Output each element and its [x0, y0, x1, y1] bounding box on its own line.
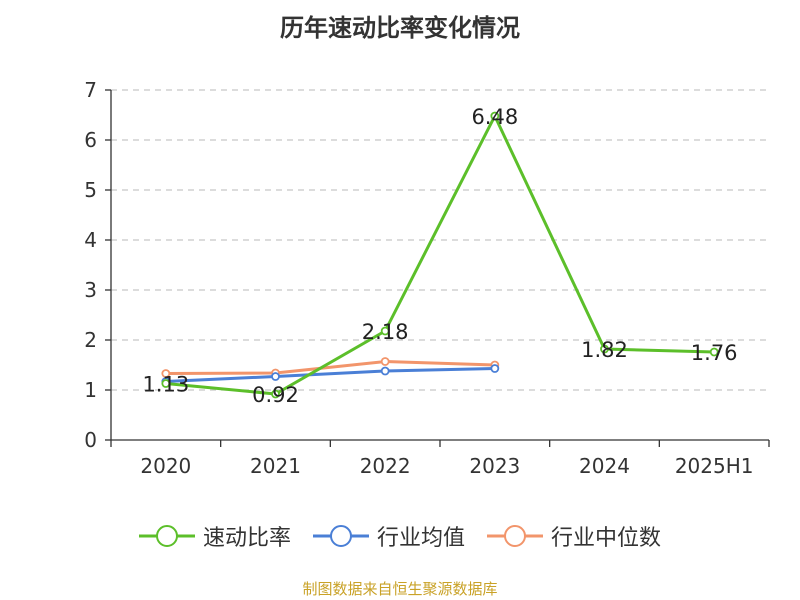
data-point — [709, 347, 719, 357]
legend-line-circle-icon — [138, 525, 195, 547]
chart-title: 历年速动比率变化情况 — [280, 14, 520, 42]
data-point — [380, 357, 390, 366]
data-point — [161, 379, 171, 388]
legend-label: 速动比率 — [202, 526, 291, 551]
y-tick-label: 5 — [84, 178, 97, 202]
legend-item[interactable]: 行业中位数 — [487, 520, 661, 552]
data-label: 1.82 — [581, 338, 628, 362]
legend-swatch-circle — [504, 525, 526, 547]
data-label: 2.18 — [362, 320, 409, 344]
legend-swatch-circle — [155, 525, 178, 547]
y-tick-label: 7 — [84, 78, 97, 102]
data-point — [380, 326, 390, 336]
legend-label: 行业中位数 — [551, 526, 662, 551]
y-tick-label: 4 — [84, 228, 97, 252]
legend-item[interactable]: 行业均值 — [312, 520, 465, 552]
data-point — [600, 344, 609, 354]
data-label: 1.76 — [691, 341, 738, 365]
legend-line-circle-icon — [487, 525, 543, 547]
y-tick-label: 2 — [84, 328, 97, 352]
series-line — [165, 114, 715, 396]
series-line — [165, 360, 495, 375]
legend-line-circle-icon — [312, 525, 369, 547]
chart-legend[interactable]: 速动比率 行业均值 行业中位数 — [0, 518, 800, 554]
x-tick-label: 2024 — [579, 454, 630, 478]
data-point — [490, 364, 500, 373]
y-tick-label: 3 — [84, 278, 97, 302]
legend-label: 行业均值 — [376, 526, 465, 551]
data-point — [380, 366, 390, 376]
series-1 — [161, 111, 719, 399]
y-tick-label: 0 — [84, 428, 97, 452]
data-label: 0.92 — [252, 383, 299, 407]
legend-item[interactable]: 速动比率 — [138, 520, 291, 552]
x-tick-label: 2021 — [250, 454, 301, 478]
x-tick-label: 2025H1 — [675, 454, 754, 478]
source-note: 制图数据来自恒生聚源数据库 — [302, 580, 498, 598]
data-point — [161, 369, 171, 378]
x-tick-label: 2020 — [140, 454, 191, 478]
series-2 — [161, 364, 500, 386]
data-point — [490, 111, 500, 121]
y-tick-label: 1 — [84, 378, 97, 402]
y-tick-label: 6 — [84, 128, 97, 152]
data-point — [271, 372, 280, 381]
x-tick-label: 2023 — [469, 454, 520, 478]
legend-swatch-circle — [329, 525, 352, 547]
data-label: 6.48 — [471, 105, 518, 129]
series-line — [165, 367, 495, 383]
data-point — [271, 389, 280, 399]
data-label: 1.13 — [142, 373, 189, 397]
x-tick-label: 2022 — [360, 454, 411, 478]
